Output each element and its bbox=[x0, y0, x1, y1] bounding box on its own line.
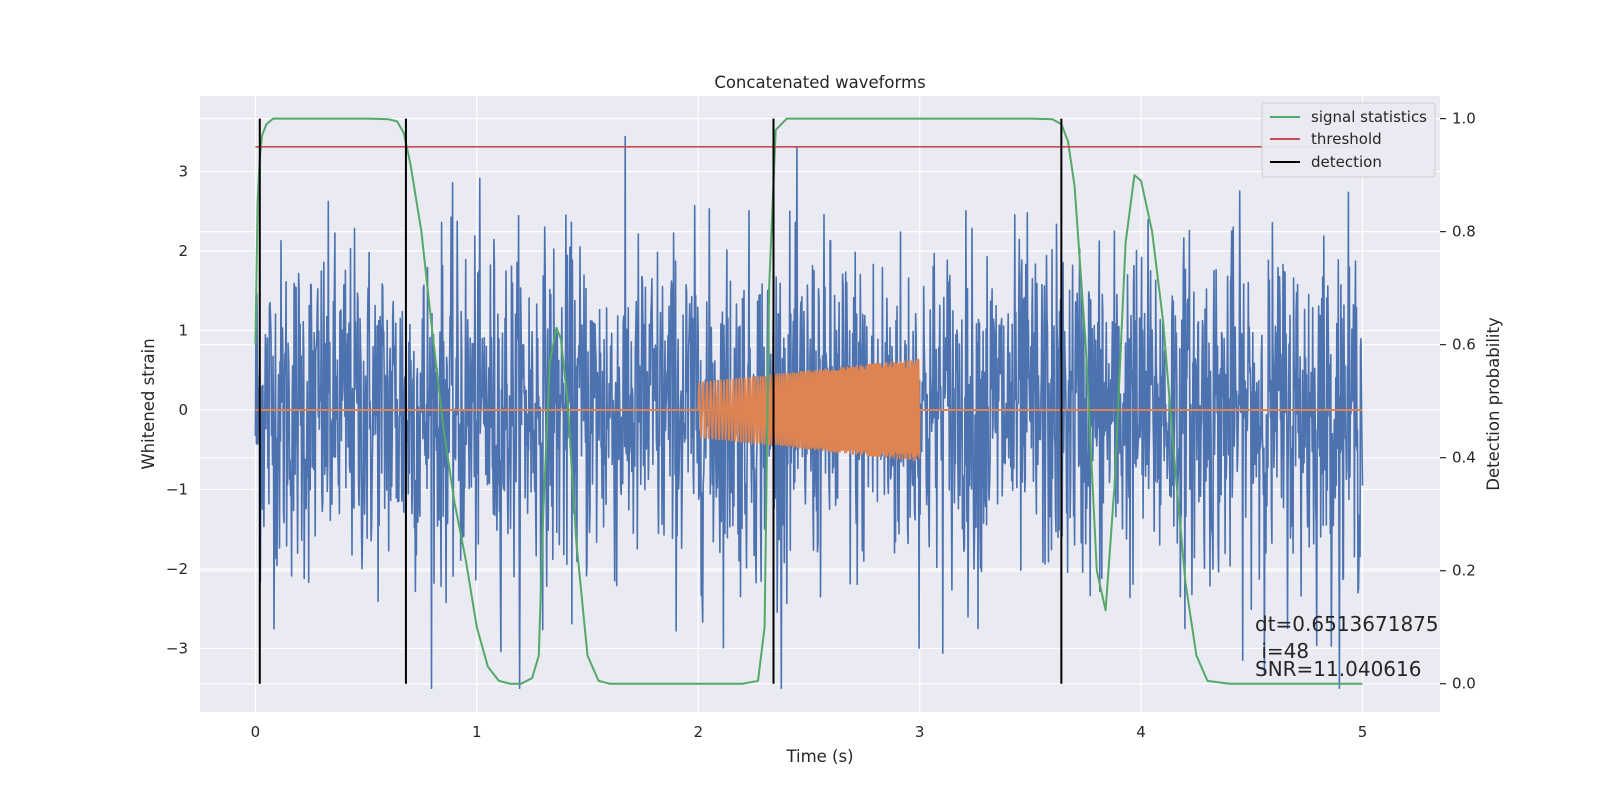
y-right-tick-label: 1.0 bbox=[1452, 110, 1476, 128]
chirp-line bbox=[697, 358, 921, 462]
x-tick-label: 5 bbox=[1358, 723, 1368, 741]
y-right-axis-label: Detection probability bbox=[1484, 317, 1503, 491]
annotations: dt=0.6513671875 i=48 SNR=11.040616 bbox=[1255, 612, 1439, 681]
x-tick-label: 3 bbox=[915, 723, 925, 741]
signal-statistics-series bbox=[254, 117, 1363, 685]
legend-label-signal: signal statistics bbox=[1311, 108, 1427, 126]
y-right-tick-label: 0.6 bbox=[1452, 336, 1476, 354]
ticks: 0 1 2 3 4 5 −3 −2 −1 0 1 2 3 0.0 0.2 0.4 0.6 0.8 1.0 bbox=[166, 110, 1476, 741]
y-right-tick-label: 0.0 bbox=[1452, 675, 1476, 693]
y-right-tick-label: 0.8 bbox=[1452, 223, 1476, 241]
detection-series bbox=[258, 118, 1063, 684]
y-tick-label: 2 bbox=[178, 242, 188, 260]
y-tick-label: −1 bbox=[166, 480, 188, 498]
legend-label-detection: detection bbox=[1311, 153, 1382, 171]
chirp-series bbox=[255, 358, 1363, 462]
y-right-tick-label: 0.2 bbox=[1452, 562, 1476, 580]
annotation-snr: SNR=11.040616 bbox=[1255, 657, 1421, 681]
y-tick-label: 3 bbox=[178, 163, 188, 181]
legend-label-threshold: threshold bbox=[1311, 130, 1382, 148]
x-tick-label: 1 bbox=[472, 723, 482, 741]
y-tick-label: −2 bbox=[166, 560, 188, 578]
x-tick-label: 4 bbox=[1136, 723, 1146, 741]
y-tick-label: 1 bbox=[178, 321, 188, 339]
x-tick-label: 2 bbox=[693, 723, 703, 741]
y-tick-label: −3 bbox=[166, 639, 188, 657]
legend: signal statistics threshold detection bbox=[1261, 102, 1436, 178]
annotation-i: i=48 bbox=[1255, 639, 1309, 663]
y-tick-label: 0 bbox=[178, 401, 188, 419]
x-tick-label: 0 bbox=[251, 723, 261, 741]
y-axis-label: Whitened strain bbox=[139, 338, 158, 469]
chart-title: Concatenated waveforms bbox=[714, 73, 925, 92]
annotation-dt: dt=0.6513671875 bbox=[1255, 612, 1439, 636]
legend-box bbox=[1261, 102, 1436, 178]
y-right-tick-label: 0.4 bbox=[1452, 449, 1476, 467]
signal-statistics-line bbox=[254, 117, 1363, 685]
x-axis-label: Time (s) bbox=[785, 747, 853, 766]
